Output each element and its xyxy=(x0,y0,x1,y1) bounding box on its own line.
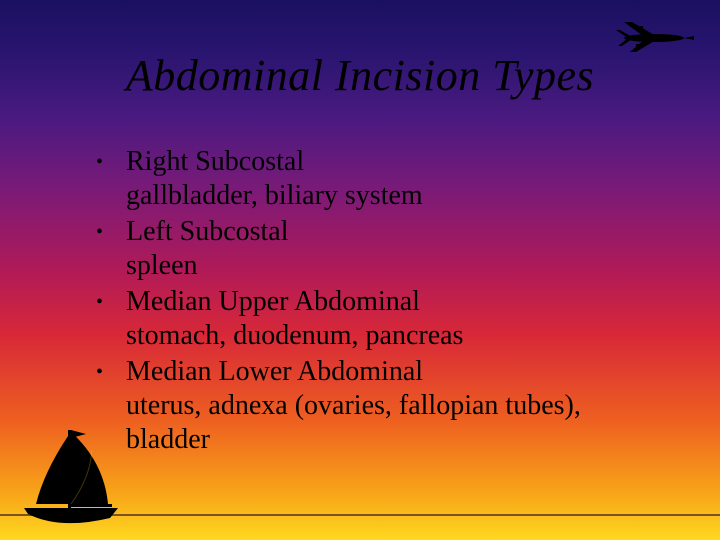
item-detail: uterus, adnexa (ovaries, fallopian tubes… xyxy=(126,390,581,455)
bullet-list: • Right Subcostal gallbladder, biliary s… xyxy=(90,145,660,459)
airplane-icon xyxy=(606,18,696,52)
item-heading: Right Subcostal xyxy=(126,146,304,177)
slide-title: Abdominal Incision Types xyxy=(0,50,720,101)
slide: Abdominal Incision Types • Right Subcost… xyxy=(0,0,720,540)
list-item: • Median Lower Abdominal uterus, adnexa … xyxy=(90,355,660,457)
item-heading: Left Subcostal xyxy=(126,216,289,247)
list-item-text: Left Subcostal spleen xyxy=(126,215,289,283)
list-item-text: Right Subcostal gallbladder, biliary sys… xyxy=(126,145,423,213)
list-item-text: Median Upper Abdominal stomach, duodenum… xyxy=(126,285,463,353)
list-item: • Median Upper Abdominal stomach, duoden… xyxy=(90,285,660,353)
list-item-text: Median Lower Abdominal uterus, adnexa (o… xyxy=(126,355,660,457)
bullet-icon: • xyxy=(90,145,126,179)
sailboat-icon xyxy=(20,422,130,532)
list-item: • Left Subcostal spleen xyxy=(90,215,660,283)
bullet-icon: • xyxy=(90,355,126,389)
bullet-icon: • xyxy=(90,285,126,319)
item-detail: stomach, duodenum, pancreas xyxy=(126,320,463,351)
item-heading: Median Lower Abdominal xyxy=(126,356,423,387)
item-detail: spleen xyxy=(126,250,198,281)
list-item: • Right Subcostal gallbladder, biliary s… xyxy=(90,145,660,213)
item-detail: gallbladder, biliary system xyxy=(126,180,423,211)
bullet-icon: • xyxy=(90,215,126,249)
item-heading: Median Upper Abdominal xyxy=(126,286,420,317)
